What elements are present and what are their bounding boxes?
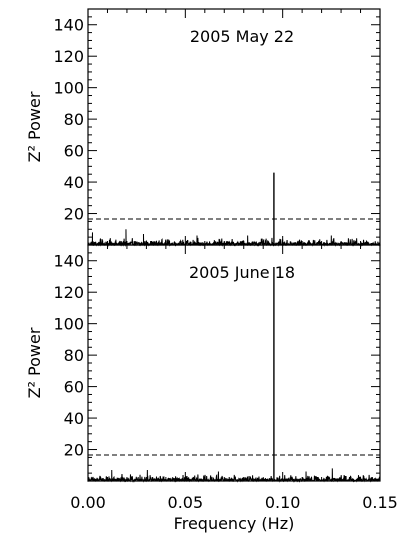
y-tick-label: 140 [53,252,84,271]
y-tick-label: 40 [64,173,84,192]
y-tick-label: 20 [64,205,84,224]
panel-title: 2005 May 22 [190,27,294,46]
y-tick-label: 60 [64,378,84,397]
x-tick-label: 0.15 [362,493,398,512]
panel-may-22: 20 40 60 80 100 120 140 Z² Power 2005 May 22 [25,8,381,247]
y-tick-label: 120 [53,47,84,66]
y-tick-label: 80 [64,346,84,365]
x-tick-label: 0.00 [70,493,106,512]
y-tick-label: 140 [53,16,84,35]
panel-title: 2005 June 18 [189,263,295,282]
y-tick-label: 20 [64,441,84,460]
y-tick-label: 100 [53,79,84,98]
panel-june-18: 20 40 60 80 100 120 140 Z² Power 2005 June 18 0.0… [25,244,398,533]
y-tick-label: 60 [64,142,84,161]
y-axis-title: Z² Power [25,327,44,398]
y-tick-label: 80 [64,110,84,129]
power-spectrum-trace [87,468,381,483]
y-axis-title: Z² Power [25,91,44,162]
y-tick-label: 100 [53,315,84,334]
x-tick-label: 0.10 [265,493,301,512]
x-tick-label: 0.05 [168,493,204,512]
x-axis-title: Frequency (Hz) [174,514,295,533]
y-tick-label: 120 [53,283,84,302]
y-tick-label: 40 [64,409,84,428]
power-spectrum-trace [87,229,381,247]
